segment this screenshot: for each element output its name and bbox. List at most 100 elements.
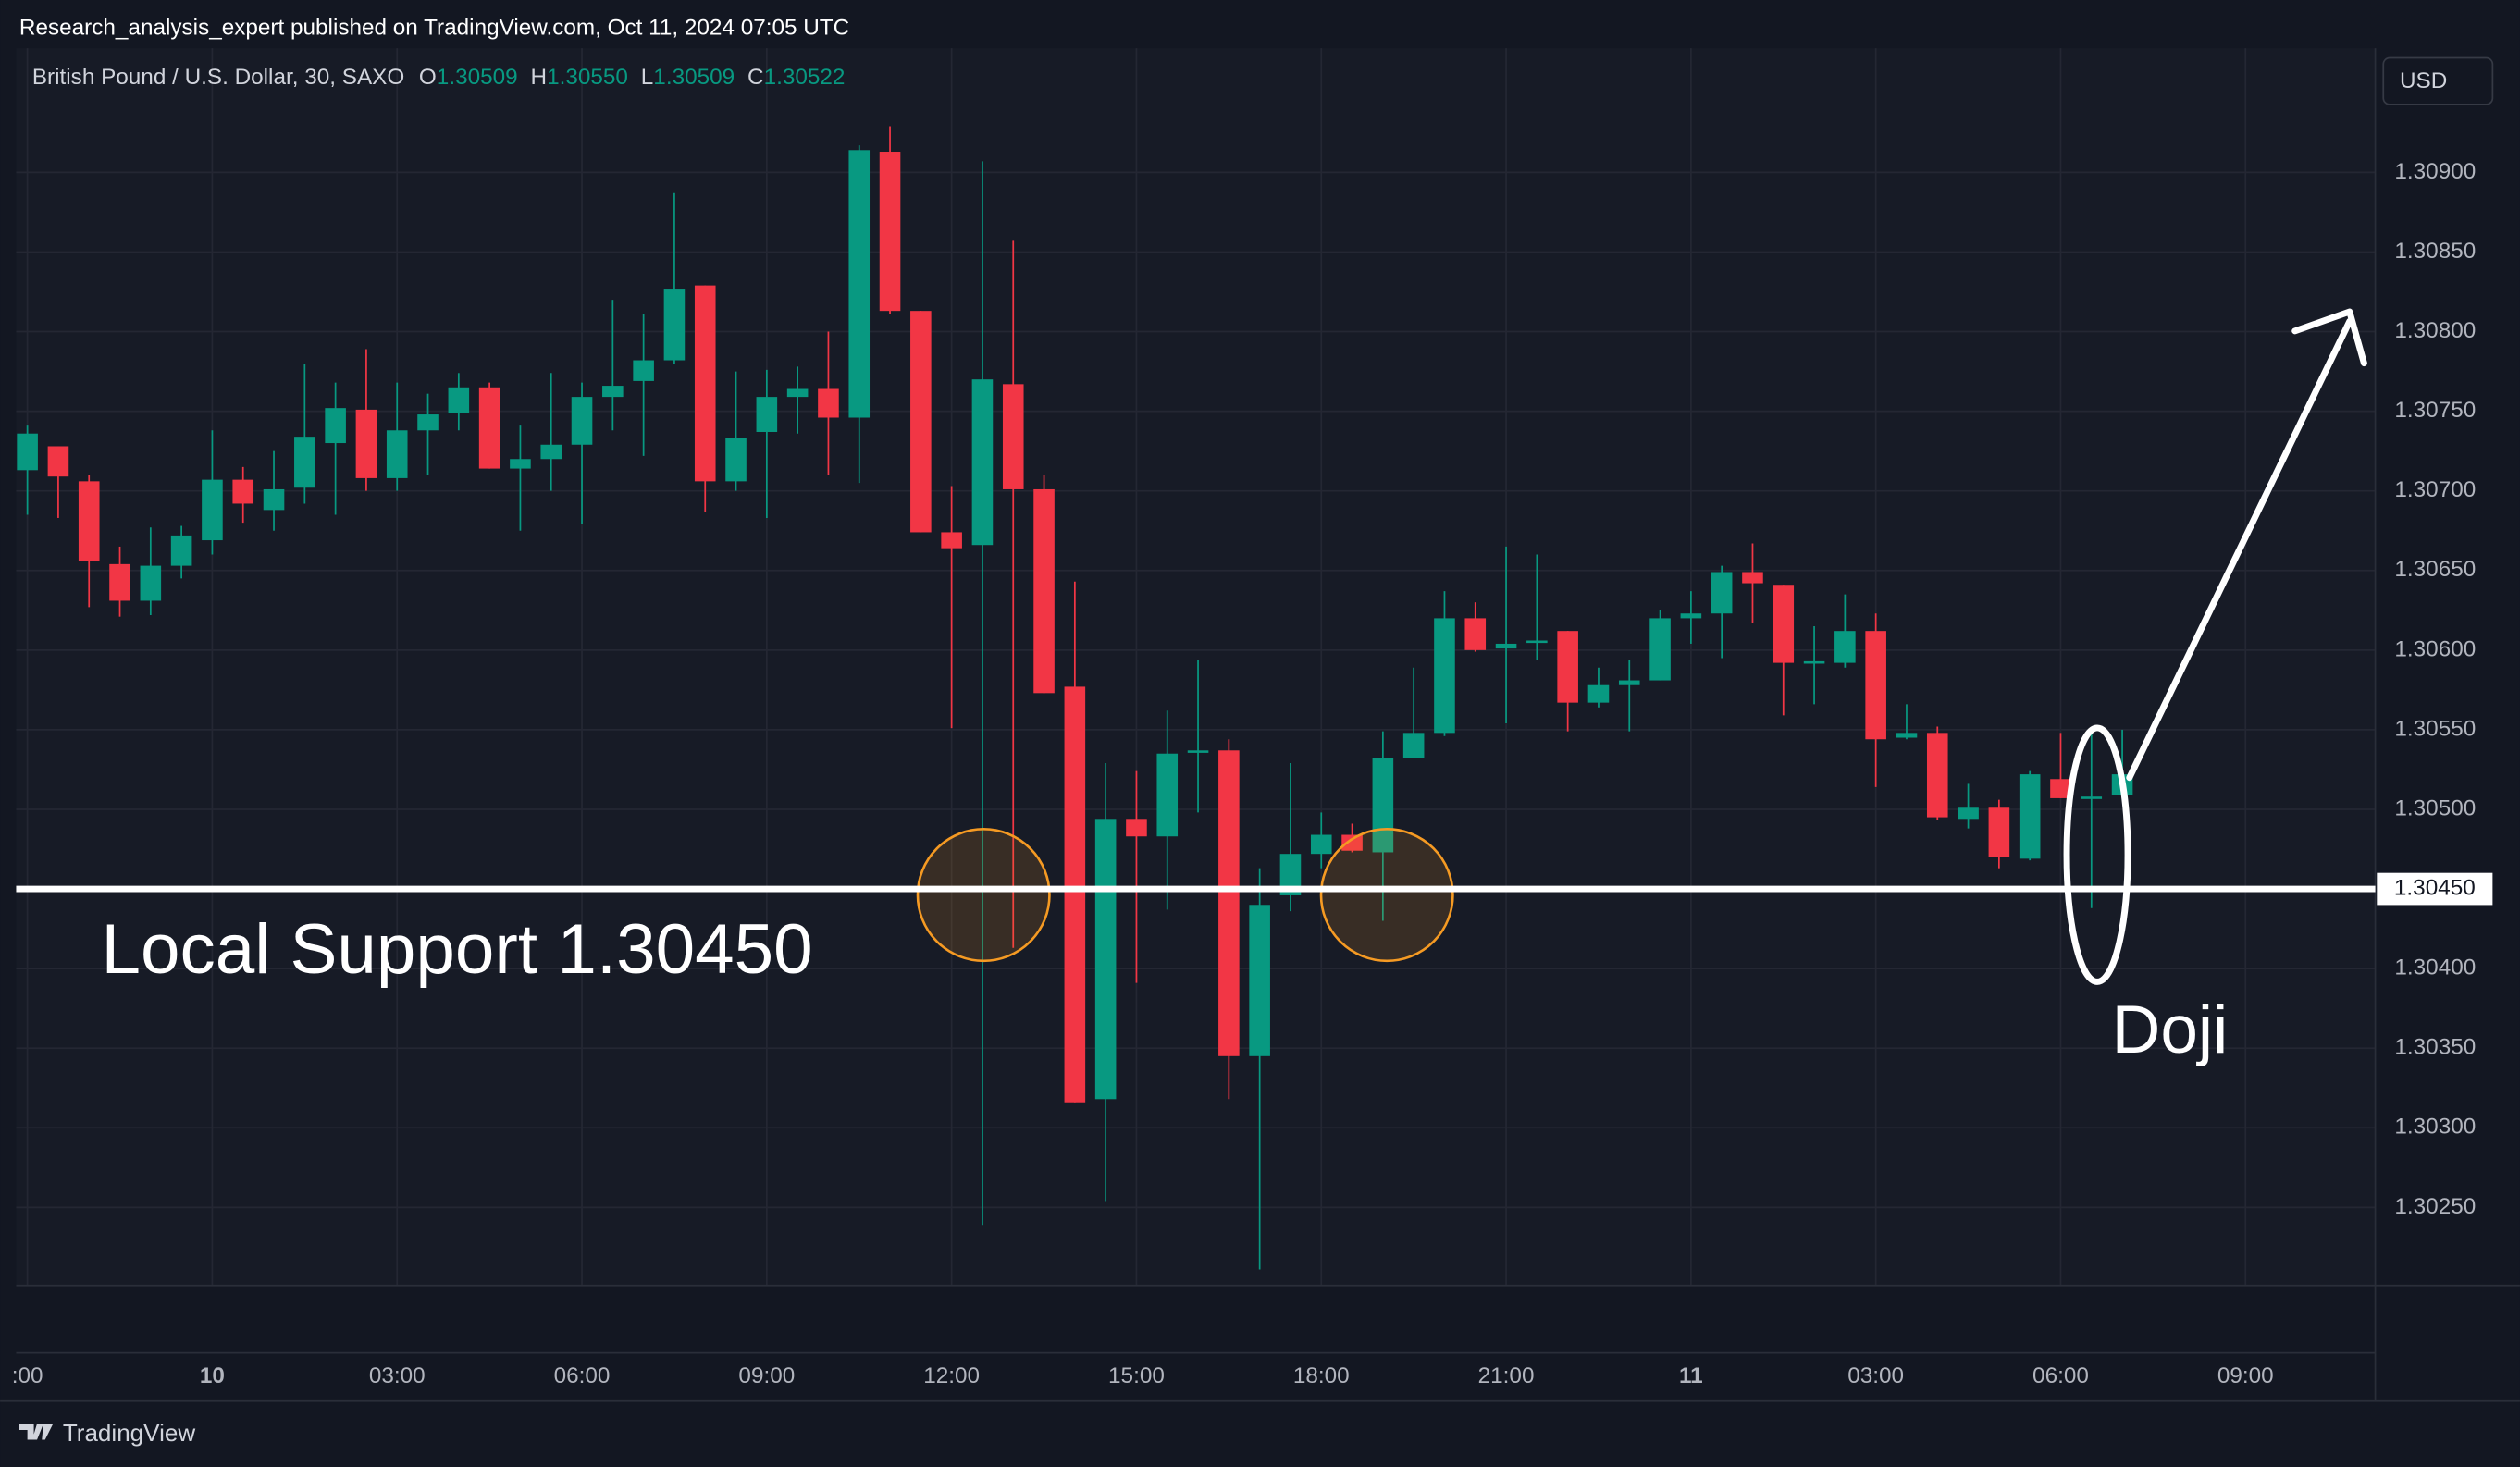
currency-label[interactable]: USD	[2400, 68, 2447, 93]
legend-value: 1.30509	[653, 66, 735, 91]
candle-body	[1033, 488, 1055, 694]
candle-body	[1341, 834, 1363, 851]
candle-body	[2050, 779, 2071, 798]
highlight-circle	[1319, 828, 1454, 963]
candle-body	[540, 444, 562, 460]
x-tick-label: 21:00	[1478, 1363, 1535, 1388]
candle-body	[725, 438, 747, 482]
support-price-label: 1.30450	[2394, 875, 2476, 900]
y-tick-label: 1.30400	[2394, 955, 2476, 980]
candle-body	[1865, 631, 1886, 740]
candle-body	[386, 430, 408, 478]
x-tick-label: 06:00	[2032, 1363, 2089, 1388]
candle-body	[756, 397, 778, 432]
x-tick-label: 12:00	[923, 1363, 980, 1388]
candle-body	[941, 532, 962, 549]
candle-body	[571, 397, 593, 445]
candle-body	[786, 388, 809, 398]
y-tick-label: 1.30300	[2394, 1115, 2476, 1140]
support-price-box	[2377, 872, 2493, 906]
candle-body	[879, 152, 901, 312]
brand-logo	[19, 1424, 54, 1440]
candle-body	[1495, 643, 1517, 649]
candle-body	[78, 481, 100, 561]
candle-body	[1187, 750, 1209, 753]
candle-body	[170, 535, 192, 566]
x-tick-label: 11	[1679, 1363, 1703, 1388]
candle-body	[2081, 796, 2103, 799]
y-tick-label: 1.30500	[2394, 795, 2476, 820]
highlight-circle	[916, 828, 1051, 963]
brand-name: TradingView	[63, 1419, 196, 1447]
arrow-shaft	[2126, 317, 2353, 782]
candle-body	[694, 285, 716, 482]
candle-body	[17, 433, 38, 471]
candle-body	[1094, 819, 1117, 1100]
x-tick-label: 09:00	[738, 1363, 795, 1388]
candle-body	[1526, 640, 1548, 644]
y-tick-label: 1.30650	[2394, 557, 2476, 582]
candle-body	[633, 360, 654, 381]
candle-body	[1803, 660, 1825, 664]
x-tick-label: 03:00	[1847, 1363, 1904, 1388]
currency-button[interactable]	[2382, 56, 2494, 105]
candle-body	[1834, 631, 1856, 663]
y-tick-label: 1.30800	[2394, 318, 2476, 343]
overlay	[916, 308, 2367, 985]
publisher-line: Research_analysis_expert published on Tr…	[19, 16, 849, 41]
y-tick-label: 1.30250	[2394, 1194, 2476, 1219]
candle-body	[1711, 572, 1733, 614]
candle-body	[1064, 686, 1086, 1103]
candle-body	[448, 387, 470, 413]
candle-body	[910, 311, 932, 533]
candle-body	[1402, 733, 1425, 758]
candle-body	[818, 388, 839, 418]
candle-body	[1773, 585, 1795, 663]
candle-body	[2019, 774, 2041, 859]
y-tick-label: 1.30350	[2394, 1035, 2476, 1060]
legend-key: O	[419, 66, 437, 91]
x-tick-label: 15:00	[1108, 1363, 1165, 1388]
doji-annotation: Doji	[2112, 992, 2229, 1067]
candle-body	[1742, 572, 1763, 584]
candle-body	[263, 488, 285, 511]
candle-body	[663, 289, 686, 361]
candle-body	[1896, 733, 1918, 738]
candle-body	[1988, 807, 2010, 857]
x-tick-label: 03:00	[369, 1363, 426, 1388]
candle-body	[109, 563, 130, 601]
candle-body	[1926, 733, 1948, 818]
legend-value: 1.30509	[437, 66, 518, 91]
candle-body	[1218, 750, 1240, 1056]
candle-body	[1680, 613, 1702, 619]
candle-body	[1649, 618, 1671, 681]
y-tick-label: 1.30550	[2394, 716, 2476, 741]
candle-body	[294, 437, 315, 488]
legend-key: H	[531, 66, 548, 91]
candle-body	[1279, 854, 1302, 895]
x-tick-label: 09:00	[2217, 1363, 2274, 1388]
candle-body	[417, 414, 439, 431]
legend-value: 1.30522	[764, 66, 846, 91]
symbol-legend: British Pound / U.S. Dollar, 30, SAXO O1.…	[32, 66, 846, 91]
candle-body	[202, 479, 223, 541]
candle-body	[478, 387, 500, 469]
x-tick-label: :00	[12, 1363, 43, 1388]
candle-body	[1464, 618, 1487, 650]
x-tick-label: 06:00	[554, 1363, 611, 1388]
legend-key: C	[747, 66, 764, 91]
plot-area	[16, 48, 2376, 1286]
candle-body	[510, 459, 531, 469]
candle-body	[1618, 680, 1640, 685]
candle-body	[140, 565, 162, 601]
candle-body	[1126, 819, 1147, 837]
y-tick-label: 1.30700	[2394, 477, 2476, 502]
x-tick-label: 18:00	[1293, 1363, 1350, 1388]
candle-body	[47, 446, 69, 477]
candle-body	[602, 386, 624, 398]
candle-body	[1310, 834, 1332, 855]
y-tick-label: 1.30600	[2394, 636, 2476, 661]
logo-mark	[19, 1424, 54, 1440]
